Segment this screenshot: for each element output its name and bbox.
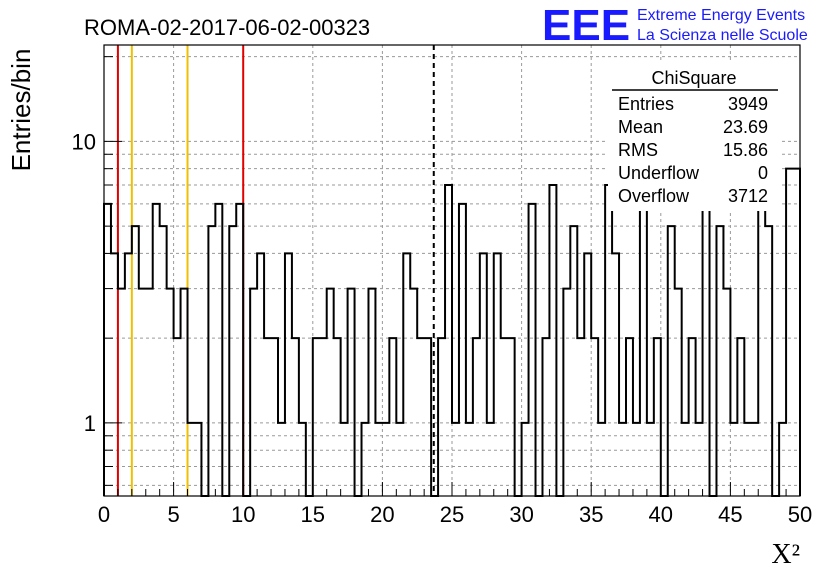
- histogram-bins: [103, 167, 801, 497]
- x-tick-label: 10: [231, 502, 255, 527]
- x-tick-label: 20: [370, 502, 394, 527]
- y-tick-label: 1: [84, 411, 96, 436]
- axes: [103, 44, 801, 497]
- stats-label: Mean: [618, 117, 663, 137]
- tick-labels: 0 5 10 15 20 25 30 35 40 45 50 1 10: [72, 129, 813, 527]
- stats-box: ChiSquare Entries 3949 Mean 23.69 RMS 15.86 Un…: [608, 63, 782, 211]
- stats-box-background: [608, 63, 782, 211]
- stats-value: 3712: [728, 186, 768, 206]
- stats-title: ChiSquare: [651, 68, 736, 88]
- chart-title: ROMA-02-2017-06-02-00323: [84, 15, 370, 40]
- eee-logo-text: EEE: [542, 1, 630, 50]
- eee-logo-line1: Extreme Energy Events: [637, 7, 805, 24]
- eee-logo-line2: La Scienza nelle Scuole: [637, 27, 808, 44]
- stats-label: Overflow: [618, 186, 690, 206]
- x-tick-label: 30: [509, 502, 533, 527]
- stats-label: RMS: [618, 140, 658, 160]
- x-tick-label: 40: [649, 502, 673, 527]
- x-tick-label: 45: [718, 502, 742, 527]
- x-tick-label: 25: [440, 502, 464, 527]
- stats-rows: Entries 3949 Mean 23.69 RMS 15.86 Underflow 0 Ov…: [618, 94, 768, 206]
- x-tick-label: 15: [301, 502, 325, 527]
- stats-value: 3949: [728, 94, 768, 114]
- y-tick-label: 10: [72, 129, 96, 154]
- eee-logo: EEE Extreme Energy Events La Scienza nel…: [542, 1, 808, 50]
- y-axis-title: Entries/bin: [6, 49, 36, 172]
- x-tick-label: 0: [98, 502, 110, 527]
- stats-value: 0: [758, 163, 768, 183]
- stats-value: 15.86: [723, 140, 768, 160]
- x-tick-label: 50: [788, 502, 812, 527]
- x-axis-title: X²: [771, 539, 800, 570]
- marker-lines: [116, 45, 435, 496]
- histogram-outline: [103, 167, 801, 497]
- stats-label: Entries: [618, 94, 674, 114]
- x-tick-label: 35: [579, 502, 603, 527]
- stats-value: 23.69: [723, 117, 768, 137]
- stats-label: Underflow: [618, 163, 700, 183]
- x-tick-label: 5: [167, 502, 179, 527]
